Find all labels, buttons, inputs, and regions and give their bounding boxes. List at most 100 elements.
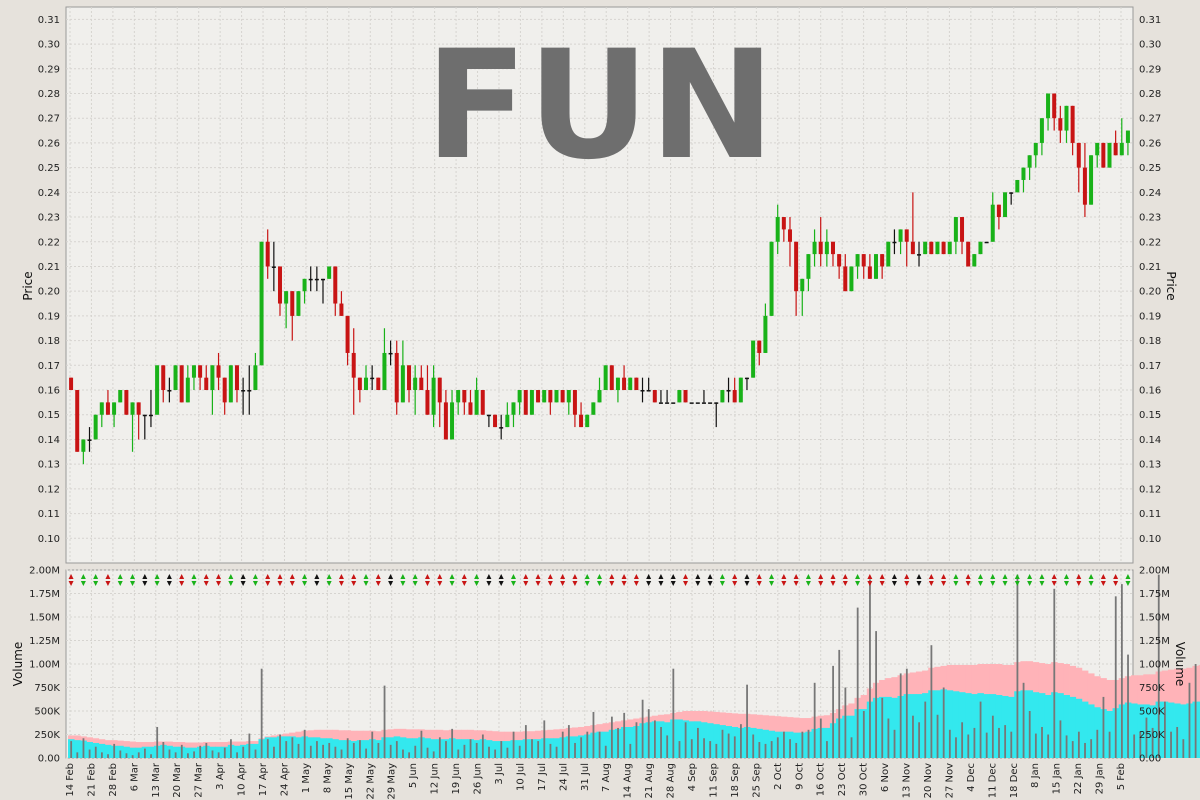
price-tick-label-left: 0.17 (38, 361, 60, 372)
ohlc-bar (615, 377, 620, 403)
volume-tick-label-right: 1.50M (1139, 613, 1170, 624)
signal-marker (179, 574, 185, 586)
ohlc-bar (806, 254, 811, 292)
volume-ma-short (147, 746, 155, 758)
signal-marker (707, 574, 713, 586)
signal-marker (535, 574, 541, 586)
date-tick-label: 5 Jun (408, 763, 419, 788)
ohlc-bar (880, 254, 885, 279)
ohlc-bar (259, 241, 264, 366)
volume-ma-short (123, 746, 130, 758)
volume-bar (1176, 726, 1179, 758)
ohlc-bar (554, 390, 559, 403)
volume-bar (1053, 588, 1056, 758)
volume-bar (125, 753, 128, 758)
signal-marker (289, 574, 295, 586)
date-tick-label: 22 May (365, 763, 376, 800)
signal-marker (400, 574, 406, 586)
volume-bar (598, 731, 601, 758)
ohlc-bar (1113, 130, 1118, 156)
ohlc-bar (738, 377, 743, 403)
volume-bar (850, 737, 853, 758)
signal-marker (117, 574, 123, 586)
volume-ma-short (1069, 696, 1077, 758)
volume-tick-label-right: 250K (1139, 730, 1165, 741)
volume-bar (899, 673, 902, 758)
date-tick-label: 2 Oct (773, 763, 784, 790)
volume-bar (70, 741, 73, 758)
volume-bar (488, 746, 490, 758)
date-tick-label: 6 Nov (880, 763, 891, 792)
date-tick-label: 10 Apr (237, 762, 248, 796)
ohlc-bar (978, 241, 983, 255)
volume-bar (506, 747, 509, 758)
ohlc-bar (474, 377, 479, 415)
ohlc-bar (228, 365, 233, 403)
volume-bar (475, 742, 478, 758)
price-tick-label-left: 0.14 (38, 435, 60, 446)
ohlc-bar (1009, 192, 1014, 205)
volume-bar (346, 738, 349, 758)
volume-bar (936, 714, 939, 758)
volume-bar (1102, 696, 1105, 758)
price-tick-label-right: 0.30 (1139, 40, 1161, 51)
price-panel-background (65, 6, 1134, 564)
signal-marker (670, 574, 676, 586)
volume-bar (76, 752, 79, 758)
volume-bar (924, 701, 927, 758)
volume-bar (991, 715, 994, 758)
volume-bar (1016, 574, 1019, 758)
volume-tick-label-left: 1.00M (29, 660, 60, 671)
price-axis-label-right: Price (1164, 271, 1178, 300)
price-tick-label-right: 0.31 (1139, 15, 1161, 26)
price-tick-label-left: 0.19 (38, 311, 60, 322)
ohlc-bar (185, 365, 190, 403)
volume-bar (113, 743, 116, 758)
signal-marker (265, 574, 271, 586)
price-tick-label-right: 0.14 (1139, 435, 1161, 446)
volume-bar (402, 749, 404, 758)
volume-tick-label-left: 1.25M (29, 636, 60, 647)
ohlc-bar (744, 377, 749, 391)
volume-ma-short (1063, 695, 1070, 758)
volume-bar (678, 741, 681, 758)
volume-bar (1041, 726, 1043, 758)
ohlc-bar (1095, 142, 1100, 168)
volume-bar (359, 740, 361, 758)
volume-ma-short (713, 724, 720, 758)
volume-bar (758, 742, 761, 758)
price-tick-label-right: 0.11 (1139, 509, 1161, 520)
ohlc-bar (714, 402, 719, 428)
ohlc-bar (75, 390, 80, 452)
date-tick-label: 18 Dec (1009, 763, 1020, 798)
date-tick-label: 27 Nov (944, 763, 955, 799)
price-tick-label-right: 0.28 (1139, 89, 1161, 100)
volume-ma-short (399, 737, 407, 758)
signal-marker (338, 574, 344, 586)
signal-marker (769, 574, 775, 586)
date-tick-label: 23 Oct (837, 763, 848, 796)
volume-bar (1034, 733, 1037, 758)
date-tick-label: 1 May (301, 763, 312, 793)
signal-marker (510, 574, 516, 586)
volume-bar (1096, 729, 1099, 758)
signal-marker (855, 574, 861, 586)
signal-marker (166, 574, 172, 586)
volume-bar (721, 729, 724, 758)
ohlc-bar (818, 217, 823, 267)
ohlc-bar (665, 390, 670, 404)
volume-bar (697, 727, 699, 758)
volume-bar (783, 731, 785, 758)
volume-ma-short (602, 731, 610, 758)
ohlc-bar (972, 254, 977, 267)
signal-marker (93, 574, 99, 586)
volume-ma-short (965, 693, 972, 758)
ohlc-bar (941, 241, 946, 255)
signal-marker (1100, 574, 1106, 586)
volume-bar (217, 752, 220, 758)
volume-bar (733, 736, 736, 758)
signal-marker (130, 574, 136, 586)
volume-bar (1151, 727, 1154, 758)
volume-ma-short (74, 740, 81, 758)
ohlc-bar (382, 328, 387, 391)
